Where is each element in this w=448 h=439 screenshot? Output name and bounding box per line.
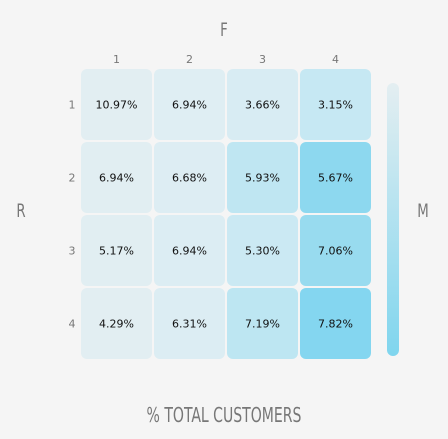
cell-value-label: 6.94% <box>172 245 207 258</box>
row-axis-title: R <box>16 200 26 222</box>
heatmap-cell <box>154 142 225 213</box>
row-tick-label: 2 <box>69 172 76 185</box>
heatmap-cell <box>81 288 152 359</box>
cell-value-label: 5.17% <box>99 245 134 258</box>
heatmap-cell <box>227 288 298 359</box>
cell-value-label: 5.30% <box>245 245 280 258</box>
heatmap-cell <box>227 69 298 140</box>
heatmap-cell <box>81 215 152 286</box>
cell-value-label: 6.68% <box>172 172 207 185</box>
column-tick-label: 2 <box>186 53 193 66</box>
legend-title: M <box>417 200 429 222</box>
cell-value-label: 5.67% <box>318 172 353 185</box>
cell-value-label: 4.29% <box>99 318 134 331</box>
color-legend-bar <box>387 83 399 356</box>
column-tick-labels: 1 2 3 4 <box>113 53 339 66</box>
heatmap-cell <box>300 69 371 140</box>
cell-value-label: 3.15% <box>318 99 353 112</box>
heatmap-cells: 10.97% 6.94% 3.66% 3.15% 6.94% 6.68% 5.93% 5.67… <box>81 69 371 359</box>
cell-value-label: 7.06% <box>318 245 353 258</box>
cell-value-label: 6.94% <box>99 172 134 185</box>
heatmap-cell <box>154 215 225 286</box>
column-tick-label: 3 <box>259 53 266 66</box>
cell-value-label: 6.31% <box>172 318 207 331</box>
heatmap-cell <box>81 69 152 140</box>
heatmap-cell <box>227 215 298 286</box>
heatmap-cell <box>81 142 152 213</box>
column-tick-label: 4 <box>332 53 339 66</box>
chart-title: % TOTAL CUSTOMERS <box>146 403 302 427</box>
column-tick-label: 1 <box>113 53 120 66</box>
row-tick-label: 4 <box>69 318 76 331</box>
column-axis-title: F <box>220 19 228 41</box>
cell-value-label: 7.19% <box>245 318 280 331</box>
cell-value-label: 3.66% <box>245 99 280 112</box>
heatmap-cell <box>300 288 371 359</box>
cell-value-label: 5.93% <box>245 172 280 185</box>
cell-value-label: 6.94% <box>172 99 207 112</box>
heatmap-cell <box>154 288 225 359</box>
heatmap-cell <box>300 215 371 286</box>
heatmap-cell <box>300 142 371 213</box>
row-tick-label: 1 <box>69 99 76 112</box>
cell-value-label: 7.82% <box>318 318 353 331</box>
cell-value-label: 10.97% <box>96 99 138 112</box>
heatmap-cell <box>154 69 225 140</box>
heatmap-cell <box>227 142 298 213</box>
row-tick-label: 3 <box>69 245 76 258</box>
row-tick-labels: 1 2 3 4 <box>69 99 76 331</box>
